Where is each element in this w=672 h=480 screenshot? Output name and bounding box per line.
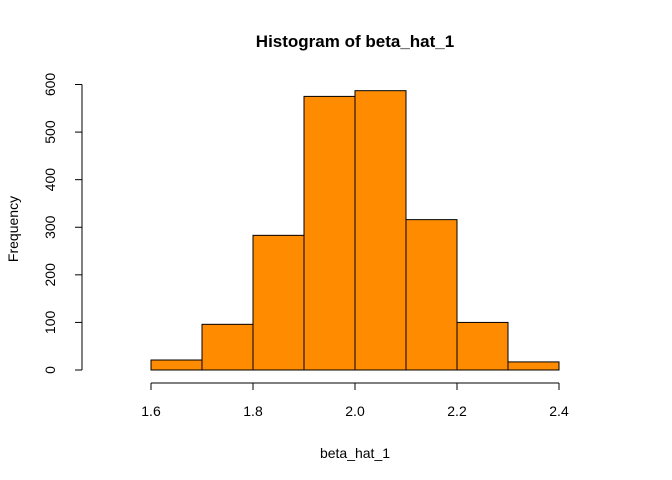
x-axis-ticks: 1.6 1.8 2.0 2.2 2.4 [141,383,569,419]
histogram-bar-3 [252,234,305,371]
histogram-bar-2 [201,323,254,371]
y-tick-label: 300 [42,215,58,239]
y-axis-ticks: 0 100 200 300 400 500 600 [42,73,82,374]
histogram-bar-6 [405,219,458,371]
y-tick-label: 100 [42,311,58,335]
histogram-bar-7 [456,321,509,371]
histogram-bar-1 [150,359,203,371]
histogram-bar-4 [303,95,356,371]
x-axis-label: beta_hat_1 [320,445,390,461]
histogram-bar-8 [507,361,560,371]
y-tick-label: 200 [42,263,58,287]
x-tick-label: 2.0 [345,403,365,419]
x-tick-label: 1.8 [243,403,263,419]
x-tick-label: 2.4 [549,403,569,419]
y-tick-label: 400 [42,168,58,192]
y-axis-label: Frequency [5,196,21,262]
y-tick-label: 600 [42,73,58,97]
bars-group [150,90,560,371]
histogram-bar-5 [354,90,407,371]
x-tick-label: 2.2 [447,403,467,419]
chart-title: Histogram of beta_hat_1 [256,32,454,51]
y-tick-label: 500 [42,120,58,144]
x-tick-label: 1.6 [141,403,161,419]
y-tick-label: 0 [42,366,58,374]
